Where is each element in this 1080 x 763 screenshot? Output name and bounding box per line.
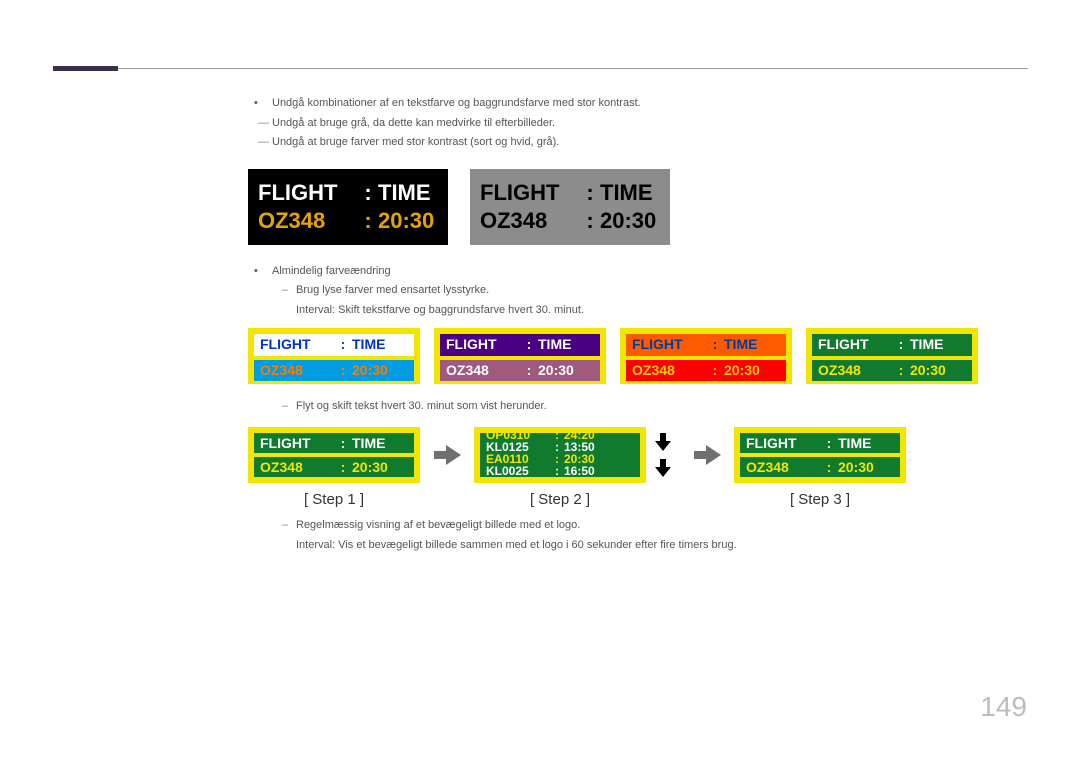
header-accent xyxy=(53,66,118,71)
sub-3b: Interval: Vis et bevægeligt billede samm… xyxy=(248,537,1008,554)
arrow-down-icon xyxy=(646,427,680,483)
big-panel-row: FLIGHT:TIMEOZ348:20:30 FLIGHT:TIMEOZ348:2… xyxy=(248,169,1008,245)
sub-1b: Interval: Skift tekstfarve og baggrundsf… xyxy=(248,302,1008,319)
step-label: [ Step 2 ] xyxy=(530,489,590,512)
flight-panel-small: FLIGHT:TIMEOZ348:20:30 xyxy=(620,328,792,384)
flight-panel-large: FLIGHT:TIMEOZ348:20:30 xyxy=(248,169,448,245)
step-column: FLIGHT:TIMEOZ348:20:30 [ Step 3 ] xyxy=(734,427,906,512)
step-label: [ Step 3 ] xyxy=(790,489,850,512)
page-number: 149 xyxy=(980,691,1027,723)
step-label: [ Step 1 ] xyxy=(304,489,364,512)
step-flight-panel: FLIGHT:TIMEOZ348:20:30 xyxy=(248,427,420,483)
step-row: FLIGHT:TIMEOZ348:20:30 [ Step 1 ] OP0310:2… xyxy=(248,427,1008,512)
flight-panel-small: FLIGHT:TIMEOZ348:20:30 xyxy=(434,328,606,384)
flight-panel-large: FLIGHT:TIMEOZ348:20:30 xyxy=(470,169,670,245)
dash-2: Undgå at bruge farver med stor kontrast … xyxy=(248,134,1008,151)
bullet-2: Almindelig farveændring xyxy=(248,263,1008,280)
step-flight-panel-scrolling: OP0310:24:20KL0125:13:50EA0110:20:30KL00… xyxy=(474,427,646,483)
dash-1: Undgå at bruge grå, da dette kan medvirk… xyxy=(248,115,1008,132)
header-rule xyxy=(53,68,1028,69)
arrow-right-icon xyxy=(680,427,734,483)
step-column: OP0310:24:20KL0125:13:50EA0110:20:30KL00… xyxy=(474,427,646,512)
flight-panel-small: FLIGHT:TIMEOZ348:20:30 xyxy=(806,328,978,384)
bullet-1: Undgå kombinationer af en tekstfarve og … xyxy=(248,95,1008,112)
sub-3: Regelmæssig visning af et bevægeligt bil… xyxy=(248,517,1008,534)
arrow-right-icon xyxy=(420,427,474,483)
sub-2: Flyt og skift tekst hvert 30. minut som … xyxy=(248,398,1008,415)
sub-1: Brug lyse farver med ensartet lysstyrke. xyxy=(248,282,1008,299)
small-card-row: FLIGHT:TIMEOZ348:20:30FLIGHT:TIMEOZ348:2… xyxy=(248,328,1008,384)
step-flight-panel: FLIGHT:TIMEOZ348:20:30 xyxy=(734,427,906,483)
step-column: FLIGHT:TIMEOZ348:20:30 [ Step 1 ] xyxy=(248,427,420,512)
flight-panel-small: FLIGHT:TIMEOZ348:20:30 xyxy=(248,328,420,384)
content-area: Undgå kombinationer af en tekstfarve og … xyxy=(248,95,1008,556)
